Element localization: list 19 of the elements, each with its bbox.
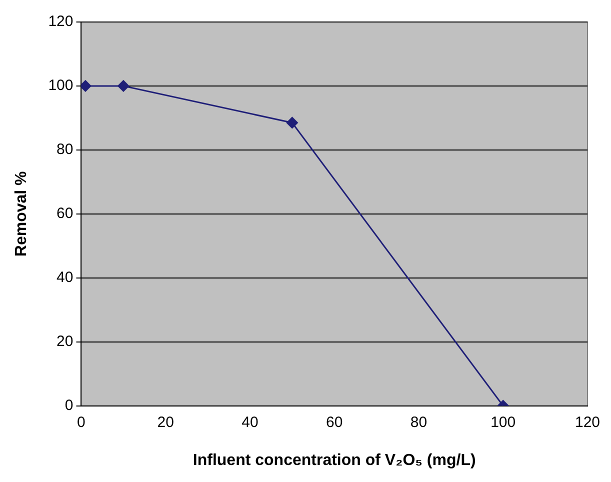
- x-tick-label: 20: [157, 414, 174, 431]
- y-tick-label: 120: [48, 13, 74, 30]
- x-tick-label: 0: [77, 414, 86, 431]
- y-tick-label: 40: [56, 269, 74, 286]
- y-tick-label: 20: [56, 332, 74, 350]
- y-tick-label: 100: [48, 77, 74, 94]
- x-tick-label: 120: [574, 414, 600, 431]
- y-tick-label: 0: [64, 396, 74, 414]
- x-axis-title: Influent concentration of V₂O₅ (mg/L): [192, 452, 476, 469]
- y-axis-title: Removal %: [13, 171, 30, 257]
- x-tick-label: 40: [242, 414, 258, 431]
- x-tick-label: 80: [410, 414, 428, 431]
- point: [118, 80, 130, 92]
- point: [81, 80, 92, 92]
- x-tick-label: 100: [490, 414, 516, 431]
- point: [286, 117, 298, 128]
- y-tick-label: 80: [56, 141, 74, 158]
- y-tick-label: 60: [56, 205, 74, 222]
- x-tick-label: 60: [326, 414, 343, 431]
